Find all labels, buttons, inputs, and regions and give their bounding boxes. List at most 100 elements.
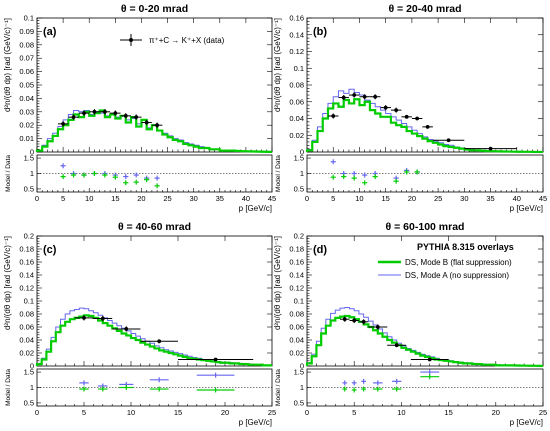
xtick-label-b: 20: [408, 194, 416, 203]
data-point-d: [352, 318, 357, 323]
data-point-b: [446, 138, 451, 143]
data-legend-marker-dot: [129, 38, 133, 42]
ytick-label-a: 0.1: [24, 14, 34, 23]
data-point-b: [341, 95, 346, 100]
y-axis-title-b: d²n/(dθ dp) [rad (GeV/c)⁻¹]: [273, 18, 282, 112]
model-legend: PYTHIA 8.315 overlays DS, Mode B (flat s…: [378, 242, 514, 280]
xtick-label-b: 5: [331, 194, 335, 203]
ytick-label-a: 0.08: [19, 40, 34, 49]
panel-c: θ = 40-60 mrad (c) 0 0.02 0.04 0.06 0.08 0.1 0.1…: [3, 221, 276, 427]
panel-d: θ = 60-100 mrad (d) 0 0.02 0.04 0.06 0.08 0.1 0.…: [273, 221, 547, 427]
data-point-a: [71, 115, 76, 120]
ytick-label-c: 0.16: [19, 258, 34, 267]
xtick-label-a: 10: [85, 194, 93, 203]
ytick-label-d: 0: [300, 362, 304, 371]
data-point-c: [100, 316, 105, 321]
ytick-label-a: 0.04: [19, 94, 34, 103]
xtick-label-a: 5: [61, 194, 65, 203]
xtick-label-c: 5: [82, 408, 86, 417]
ytick-label-a: 0.02: [19, 121, 34, 130]
xtick-label-c: 10: [127, 408, 135, 417]
ratio-axis-title-b: Model / Data: [275, 155, 282, 192]
data-point-d: [394, 343, 399, 348]
xtick-label-a: 40: [242, 194, 250, 203]
mode-b-histogram-c: [35, 314, 272, 367]
data-point-a: [123, 113, 128, 118]
ytick-label-c: 0.12: [19, 284, 34, 293]
xtick-label-b: 15: [381, 194, 389, 203]
data-point-a: [134, 115, 139, 120]
data-point-a: [102, 109, 107, 114]
ytick-label-c: 0.04: [19, 336, 34, 345]
ytick-label-b: 0.04: [289, 114, 304, 123]
data-point-b: [394, 108, 399, 113]
data-point-a: [155, 123, 160, 128]
panel-title-b: θ = 20-40 mrad: [388, 3, 461, 15]
data-point-a: [144, 120, 149, 125]
xtick-label-d: 5: [352, 408, 356, 417]
data-point-b: [362, 94, 367, 99]
ytick-label-d: 0.06: [289, 323, 304, 332]
x-axis-title-a: p [GeV/c]: [239, 204, 272, 213]
data-legend: π⁺+C → K⁺+X (data): [120, 34, 225, 46]
xtick-label-b: 0: [305, 194, 309, 203]
data-point-a: [82, 111, 86, 116]
xtick-label-a: 25: [163, 194, 171, 203]
data-point-d: [427, 357, 432, 362]
ytick-label-b: 0: [300, 148, 304, 157]
mode-b-histogram-b: [305, 98, 543, 154]
y-axis-title-a: d²n/(dθ dp) [rad (GeV/c)⁻¹]: [3, 18, 12, 112]
ratio-ytick-label-d: 0.5: [294, 398, 304, 407]
xtick-label-b: 35: [486, 194, 494, 203]
ratio-axis-title-d: Model / Data: [275, 369, 282, 406]
ytick-label-b: 0.16: [289, 14, 304, 23]
data-point-c: [213, 357, 218, 362]
x-axis-title-b: p [GeV/c]: [510, 204, 543, 213]
ytick-label-c: 0.1: [24, 297, 34, 306]
data-point-c: [82, 316, 86, 320]
panel-title-d: θ = 60-100 mrad: [386, 221, 465, 233]
ratio-ytick-label-b: 1.5: [294, 154, 304, 163]
ytick-label-b: 0.02: [289, 131, 304, 140]
ytick-label-c: 0: [30, 362, 34, 371]
ratio-ytick-label-b: 1: [300, 169, 304, 178]
xtick-label-a: 0: [35, 194, 39, 203]
ytick-label-d: 0.12: [289, 284, 304, 293]
data-point-b: [383, 105, 388, 110]
data-point-b: [331, 114, 336, 118]
main-frame-d: [306, 235, 544, 367]
panel-title-c: θ = 40-60 mrad: [118, 221, 191, 233]
xtick-label-b: 25: [434, 194, 442, 203]
xtick-label-a: 30: [189, 194, 197, 203]
y-axis-title-d: d²n/(dθ dp) [rad (GeV/c)⁻¹]: [273, 236, 282, 330]
xtick-label-c: 20: [221, 408, 229, 417]
ytick-label-a: 0.03: [19, 107, 34, 116]
panel-label-d: (d): [313, 244, 327, 256]
ytick-label-c: 0.14: [19, 271, 34, 280]
ytick-label-d: 0.14: [289, 271, 304, 280]
ytick-label-a: 0.05: [19, 81, 34, 90]
data-point-a: [61, 121, 66, 126]
xtick-label-d: 20: [492, 408, 500, 417]
ytick-label-c: 0.06: [19, 323, 34, 332]
ratio-ytick-label-d: 1: [300, 383, 304, 392]
ytick-label-d: 0.2: [294, 232, 304, 241]
mode-a-histogram-c: [36, 307, 272, 366]
ytick-label-d: 0.16: [289, 258, 304, 267]
panel-title-a: θ = 0-20 mrad: [121, 3, 188, 15]
ratio-ytick-label-c: 0.5: [24, 398, 34, 407]
data-point-c: [124, 327, 129, 331]
xtick-label-c: 15: [174, 408, 182, 417]
ytick-label-a: 0.07: [19, 54, 34, 63]
ytick-label-a: 0.06: [19, 67, 34, 76]
ytick-label-b: 0.14: [289, 30, 304, 39]
data-point-b: [425, 124, 430, 129]
data-point-b: [373, 94, 378, 99]
panel-label-b: (b): [313, 26, 327, 38]
xtick-label-d: 15: [444, 408, 452, 417]
data-point-b: [488, 146, 493, 151]
ytick-label-b: 0.1: [294, 64, 304, 73]
ratio-ytick-label-a: 0.5: [24, 184, 34, 193]
ytick-label-b: 0.06: [289, 97, 304, 106]
